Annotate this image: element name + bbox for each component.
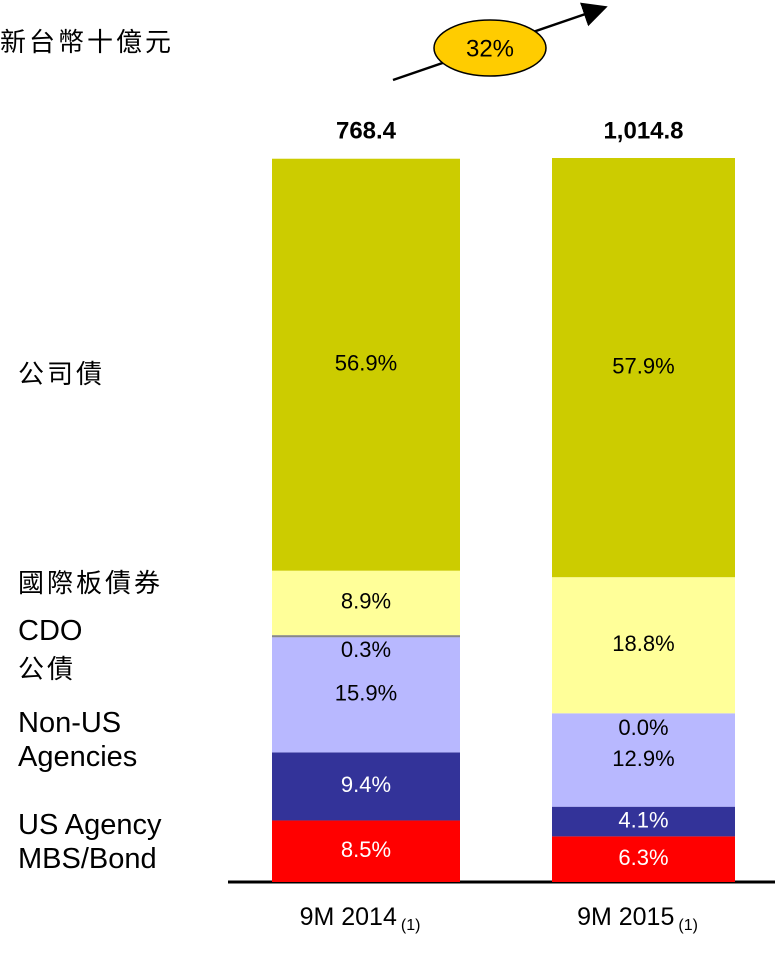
bar-segment bbox=[552, 713, 735, 807]
legend-label: 國際板債券 bbox=[18, 569, 164, 599]
bar-segment bbox=[272, 635, 460, 638]
bar-segment bbox=[272, 820, 460, 882]
segment-label: 0.0% bbox=[618, 715, 668, 740]
bar-segment bbox=[272, 752, 460, 821]
x-tick-label: 9M 2015 (1) bbox=[577, 903, 698, 935]
legend-label: CDO bbox=[18, 615, 83, 647]
segment-label: 6.3% bbox=[618, 845, 668, 870]
segment-label: 9.4% bbox=[341, 772, 391, 797]
segment-label: 8.5% bbox=[341, 837, 391, 862]
bar-segment bbox=[552, 158, 735, 578]
bar-segment bbox=[272, 570, 460, 636]
legend-label: 公司債 bbox=[18, 360, 106, 390]
growth-bubble bbox=[433, 19, 547, 77]
growth-label: 32% bbox=[466, 35, 514, 62]
legend-label: Non-US Agencies bbox=[18, 707, 138, 773]
x-tick-label: 9M 2014 (1) bbox=[300, 903, 421, 935]
unit-label: 新台幣十億元 bbox=[0, 28, 174, 58]
category: 9M 2015 bbox=[577, 903, 674, 931]
segment-label: 12.9% bbox=[612, 746, 674, 771]
segment-label: 15.9% bbox=[335, 681, 397, 706]
legend-label: 公債 bbox=[18, 655, 77, 685]
segment-label: 4.1% bbox=[618, 807, 668, 832]
bar-segment bbox=[272, 637, 460, 753]
category-note: (1) bbox=[678, 917, 698, 934]
segment-label: 8.9% bbox=[341, 589, 391, 614]
segment-label: 0.3% bbox=[341, 637, 391, 662]
bar-segment bbox=[272, 158, 460, 571]
category-note: (1) bbox=[401, 917, 421, 934]
total-label: 768.4 bbox=[336, 117, 397, 144]
segment-label: 56.9% bbox=[335, 351, 397, 376]
bar-segment bbox=[552, 577, 735, 714]
legend-label: US Agency MBS/Bond bbox=[18, 809, 162, 875]
bar-segment bbox=[552, 806, 735, 837]
category: 9M 2014 bbox=[300, 903, 397, 931]
segment-label: 57.9% bbox=[612, 353, 674, 378]
total-label: 1,014.8 bbox=[603, 117, 683, 144]
segment-label: 18.8% bbox=[612, 631, 674, 656]
bar-segment bbox=[552, 836, 735, 882]
